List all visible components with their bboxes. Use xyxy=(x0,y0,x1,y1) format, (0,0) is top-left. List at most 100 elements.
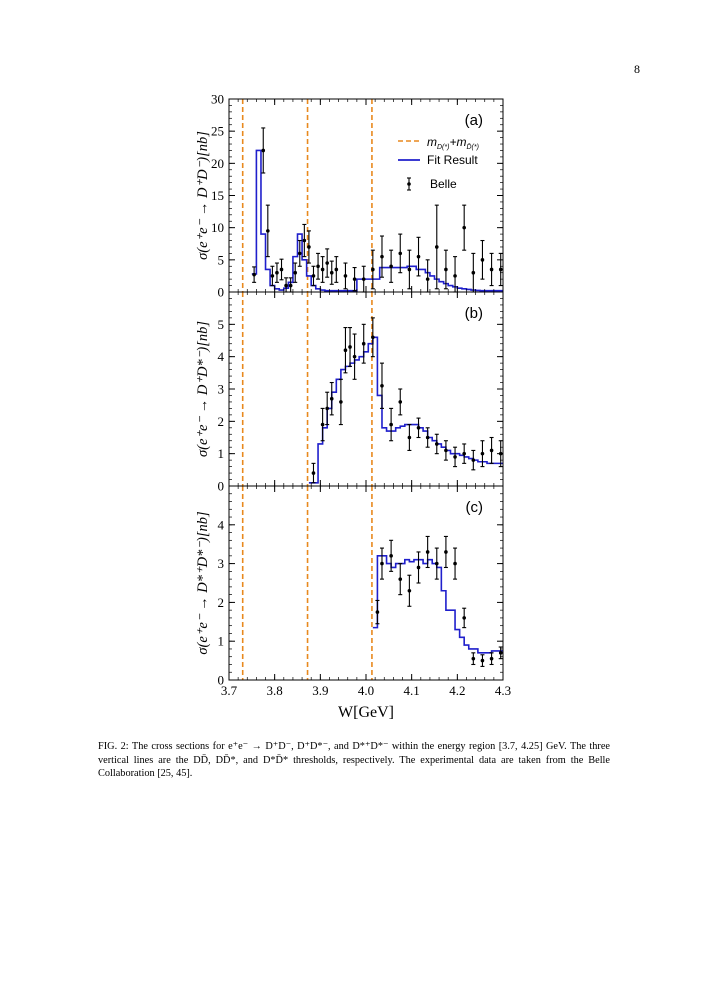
data-marker xyxy=(425,277,430,281)
data-marker xyxy=(343,348,348,353)
data-marker xyxy=(284,283,288,288)
y-tick-label: 2 xyxy=(218,414,225,429)
data-marker xyxy=(380,383,384,388)
y-axis-label: σ(e⁺e⁻ → D⁺D⁻)[nb] xyxy=(195,131,211,260)
data-point xyxy=(311,265,316,287)
data-point xyxy=(453,446,458,468)
data-marker xyxy=(398,400,403,404)
y-tick-label: 4 xyxy=(218,349,225,364)
data-point xyxy=(370,317,375,358)
data-point xyxy=(297,239,302,267)
data-marker xyxy=(325,261,329,265)
legend: mD(*)+mD̄(*) Fit Result Belle xyxy=(398,135,479,191)
panel-c: 0 1 2 3 4 (c) σ(e⁺e⁻ → D*⁺D*⁻)[nb] 3.7 3.8 3.9 4.0… xyxy=(195,485,511,698)
panel-b: 0 1 2 3 4 5 (b) σ(e⁺e⁻ → D⁺D*⁻)[nb] xyxy=(195,291,504,494)
data-point xyxy=(252,266,257,283)
data-point xyxy=(352,333,357,380)
data-marker xyxy=(434,561,439,566)
x-axis-label: W[GeV] xyxy=(338,704,394,721)
x-tick-label: 3.9 xyxy=(312,683,328,698)
y-tick-label: 3 xyxy=(218,556,225,571)
data-marker xyxy=(339,400,343,404)
y-tick-label: 4 xyxy=(218,517,225,532)
fit-result-line xyxy=(251,149,503,292)
data-marker xyxy=(434,442,439,446)
data-marker xyxy=(489,448,494,453)
data-marker xyxy=(416,565,421,570)
data-point xyxy=(425,259,430,293)
data-point xyxy=(311,462,316,484)
data-point xyxy=(398,233,403,274)
data-point xyxy=(407,249,412,290)
x-tick-label: 3.8 xyxy=(267,683,283,698)
data-point xyxy=(329,381,334,416)
data-marker xyxy=(471,270,476,275)
x-tick-label: 4.2 xyxy=(449,683,465,698)
data-point xyxy=(348,327,353,367)
data-point xyxy=(338,378,343,426)
data-point xyxy=(261,127,266,174)
x-tick-label: 4.3 xyxy=(495,683,511,698)
data-point xyxy=(316,252,321,280)
data-marker xyxy=(325,406,329,411)
data-marker xyxy=(352,354,357,359)
data-point xyxy=(343,262,348,290)
y-tick-label: 5 xyxy=(218,317,225,332)
data-marker xyxy=(329,270,334,275)
data-marker xyxy=(261,148,266,153)
data-point xyxy=(416,551,421,584)
data-point xyxy=(325,248,330,278)
data-point xyxy=(489,252,494,287)
data-point xyxy=(443,249,448,290)
data-marker xyxy=(293,270,298,275)
data-point xyxy=(462,607,467,629)
data-point xyxy=(480,654,485,667)
data-marker xyxy=(252,272,256,277)
data-marker xyxy=(471,458,476,462)
x-tick-label: 3.7 xyxy=(221,683,238,698)
data-marker xyxy=(316,264,320,269)
data-point xyxy=(325,391,330,426)
data-point xyxy=(361,265,366,293)
legend-data-label: Belle xyxy=(430,177,457,191)
data-point xyxy=(265,204,270,258)
y-tick-label: 1 xyxy=(218,634,225,649)
data-marker xyxy=(398,251,403,256)
data-point xyxy=(462,204,467,251)
data-point xyxy=(274,262,279,283)
y-tick-label: 0 xyxy=(218,479,225,494)
data-marker xyxy=(279,267,284,272)
caption-text: FIG. 2: The cross sections for e⁺e⁻ → D⁺… xyxy=(98,741,610,780)
panel-frame xyxy=(228,98,504,293)
data-point xyxy=(471,652,476,666)
data-marker xyxy=(444,267,448,272)
panel-frame xyxy=(228,485,504,681)
data-point xyxy=(489,652,494,666)
data-marker xyxy=(334,267,339,272)
y-axis-label: σ(e⁺e⁻ → D⁺D*⁻)[nb] xyxy=(195,321,211,457)
panel-a: 0 5 10 15 20 25 30 (a) σ(e⁺e⁻ → D⁺D⁻)[nb] mD(*)+m… xyxy=(195,92,504,300)
data-marker xyxy=(329,396,334,401)
data-point xyxy=(293,262,298,283)
data-point xyxy=(471,252,476,293)
data-marker xyxy=(489,656,494,661)
data-marker xyxy=(311,274,316,278)
data-marker xyxy=(275,270,279,275)
data-marker xyxy=(416,426,421,430)
y-tick-label: 1 xyxy=(218,446,225,461)
data-marker xyxy=(302,238,307,243)
panel-label: (a) xyxy=(465,112,483,129)
data-point xyxy=(434,547,439,580)
data-point xyxy=(462,443,467,464)
data-marker xyxy=(489,267,494,272)
data-point xyxy=(379,547,384,580)
data-point xyxy=(302,223,307,258)
data-marker xyxy=(361,277,366,281)
data-marker xyxy=(311,471,316,475)
data-marker xyxy=(480,658,485,663)
data-point xyxy=(498,252,503,287)
data-marker xyxy=(389,422,393,427)
y-tick-label: 15 xyxy=(211,188,224,203)
data-marker xyxy=(361,341,366,346)
data-marker xyxy=(462,225,466,230)
